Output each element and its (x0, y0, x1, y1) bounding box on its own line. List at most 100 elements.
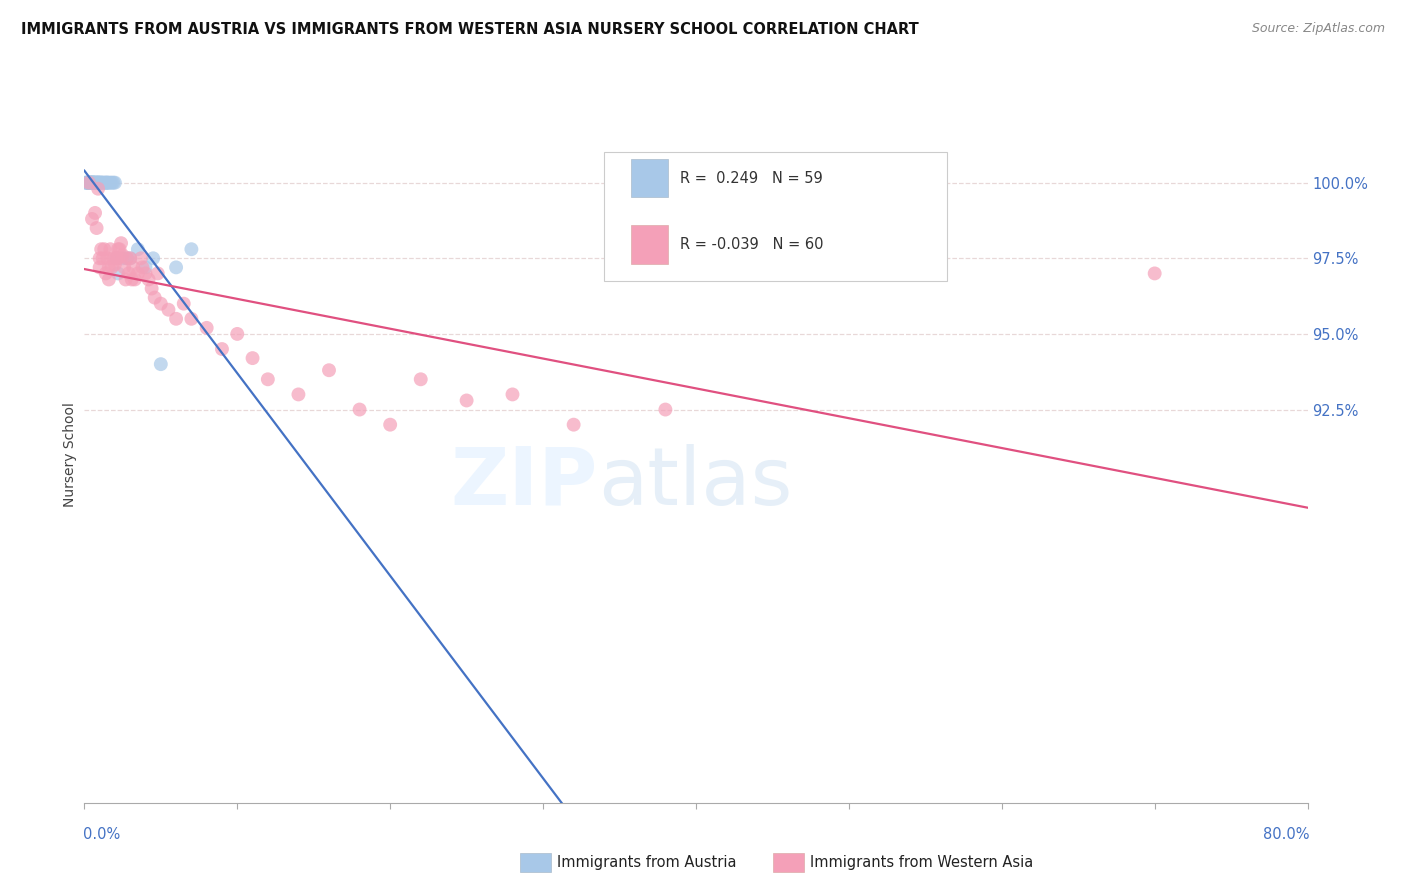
Point (135, 260, 157, 275)
Point (79, 176, 101, 190)
Point (80, 176, 103, 190)
Point (80, 176, 103, 190)
Point (127, 267, 149, 281)
Point (94, 176, 117, 190)
Point (89, 176, 111, 190)
Point (122, 260, 145, 275)
Point (107, 242, 129, 256)
Point (180, 311, 202, 326)
Point (87, 182, 110, 196)
Point (211, 342, 233, 356)
Text: IMMIGRANTS FROM AUSTRIA VS IMMIGRANTS FROM WESTERN ASIA NURSERY SCHOOL CORRELATI: IMMIGRANTS FROM AUSTRIA VS IMMIGRANTS FR… (21, 22, 920, 37)
Point (502, 387, 524, 401)
Point (103, 252, 125, 266)
Point (226, 326, 249, 341)
FancyBboxPatch shape (605, 153, 946, 281)
Point (115, 252, 138, 266)
Text: 80.0%: 80.0% (1263, 827, 1309, 842)
Text: Immigrants from Austria: Immigrants from Austria (557, 855, 737, 870)
Point (91, 176, 114, 190)
Point (76, 176, 98, 190)
Point (77, 176, 100, 190)
Point (86, 176, 108, 190)
Point (138, 272, 160, 286)
Point (89, 176, 111, 190)
Point (180, 242, 202, 256)
Point (90, 176, 112, 190)
Point (89, 260, 111, 275)
Point (112, 260, 135, 275)
Point (80, 176, 103, 190)
FancyBboxPatch shape (631, 159, 668, 197)
Text: ZIP: ZIP (451, 443, 598, 522)
Y-axis label: Nursery School: Nursery School (63, 402, 77, 508)
Point (107, 252, 129, 266)
Point (96, 176, 118, 190)
Point (80, 176, 103, 190)
Point (86, 176, 108, 190)
Point (108, 242, 131, 256)
Point (121, 272, 143, 286)
Point (142, 252, 165, 266)
Text: Immigrants from Western Asia: Immigrants from Western Asia (810, 855, 1033, 870)
Point (89, 176, 111, 190)
Point (165, 260, 187, 275)
Point (98, 176, 121, 190)
Point (83, 176, 105, 190)
Point (93, 242, 115, 256)
Point (83, 176, 105, 190)
Point (127, 242, 149, 256)
Point (118, 267, 141, 281)
Point (115, 252, 138, 266)
Point (83, 176, 105, 190)
Point (94, 267, 117, 281)
Text: Source: ZipAtlas.com: Source: ZipAtlas.com (1251, 22, 1385, 36)
Point (129, 252, 152, 266)
Point (91, 252, 114, 266)
Point (114, 272, 136, 286)
Point (75, 176, 97, 190)
Point (104, 257, 127, 271)
Point (84, 176, 107, 190)
Point (105, 252, 128, 266)
Point (79, 176, 101, 190)
Point (149, 357, 172, 371)
Point (94, 176, 117, 190)
Point (104, 176, 127, 190)
Point (87, 176, 110, 190)
Text: 0.0%: 0.0% (83, 827, 120, 842)
Point (135, 267, 157, 281)
Point (89, 252, 111, 266)
FancyBboxPatch shape (631, 226, 668, 263)
Point (90, 176, 112, 190)
Point (1143, 267, 1166, 281)
Point (96, 176, 118, 190)
Point (77, 176, 100, 190)
Point (349, 402, 371, 417)
Point (111, 248, 134, 262)
Point (79, 176, 101, 190)
Text: R =  0.249   N = 59: R = 0.249 N = 59 (681, 171, 823, 186)
Point (79, 176, 101, 190)
Point (86, 221, 108, 235)
Point (287, 387, 309, 401)
Point (110, 236, 132, 251)
Point (97, 260, 120, 275)
Point (409, 372, 432, 386)
Text: atlas: atlas (598, 443, 793, 522)
Point (173, 296, 195, 310)
Point (80, 211, 103, 226)
Point (120, 252, 142, 266)
Point (83, 176, 105, 190)
Point (90, 242, 112, 256)
Point (77, 176, 100, 190)
Point (111, 252, 134, 266)
Text: R = -0.039   N = 60: R = -0.039 N = 60 (681, 237, 824, 252)
Point (146, 267, 169, 281)
Point (103, 176, 125, 190)
Point (257, 372, 280, 386)
Point (165, 311, 187, 326)
Point (77, 176, 100, 190)
Point (84, 206, 107, 220)
Point (318, 363, 340, 377)
